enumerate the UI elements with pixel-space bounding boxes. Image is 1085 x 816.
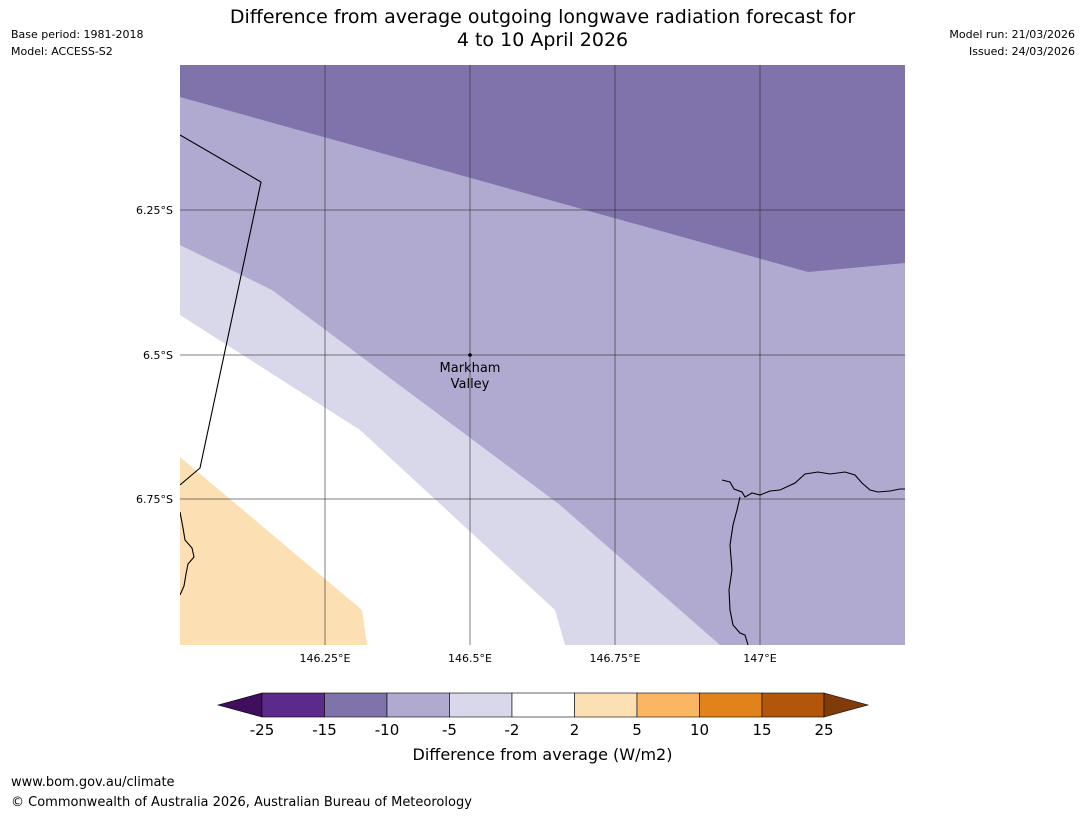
colorbar-tick: -25 bbox=[250, 721, 275, 739]
colorbar-segment bbox=[636, 692, 700, 718]
colorbar-tick: 10 bbox=[690, 721, 709, 739]
place-label-line1: Markham bbox=[440, 361, 501, 376]
lat-label-675: 6.75°S bbox=[136, 493, 173, 506]
gridlines bbox=[180, 65, 905, 645]
band-plus2-plus5 bbox=[180, 457, 367, 645]
colorbar-tick: -10 bbox=[375, 721, 400, 739]
colorbar-segment bbox=[386, 692, 450, 718]
band-minus15-minus10 bbox=[180, 65, 905, 272]
colorbar-segment bbox=[261, 692, 325, 718]
border-line bbox=[180, 134, 262, 486]
colorbar-extend-high bbox=[823, 692, 870, 718]
colorbar-label: Difference from average (W/m2) bbox=[412, 745, 673, 764]
lon-label-14625: 146.25°E bbox=[300, 652, 351, 665]
map-title: Difference from average outgoing longwav… bbox=[0, 6, 1085, 52]
footer-url[interactable]: www.bom.gov.au/climate bbox=[11, 775, 175, 790]
coastline-huon-gulf bbox=[721, 471, 905, 498]
colorbar-tick: 2 bbox=[570, 721, 580, 739]
meta-left: Base period: 1981-2018 Model: ACCESS-S2 bbox=[11, 26, 143, 60]
title-line-2: 4 to 10 April 2026 bbox=[456, 29, 629, 51]
colorbar-tick: 25 bbox=[814, 721, 833, 739]
lon-label-147: 147°E bbox=[743, 652, 776, 665]
colorbar-tick: -15 bbox=[312, 721, 337, 739]
colorbar-tick: 15 bbox=[752, 721, 771, 739]
markham-valley-marker[interactable] bbox=[468, 353, 472, 357]
coastline-left bbox=[180, 511, 195, 596]
colorbar-tick: -2 bbox=[505, 721, 520, 739]
colorbar-tick: -5 bbox=[442, 721, 457, 739]
meta-right: Model run: 21/03/2026 Issued: 24/03/2026 bbox=[949, 26, 1075, 60]
colorbar-tick: 5 bbox=[632, 721, 642, 739]
model-run: Model run: 21/03/2026 bbox=[949, 28, 1075, 41]
coastline-river bbox=[728, 496, 749, 645]
lon-label-1465: 146.5°E bbox=[448, 652, 492, 665]
issued-date: Issued: 24/03/2026 bbox=[968, 45, 1075, 58]
colorbar-segment bbox=[324, 692, 388, 718]
model-name: Model: ACCESS-S2 bbox=[11, 45, 113, 58]
colorbar-segment bbox=[761, 692, 825, 718]
colorbar-extend-low bbox=[216, 692, 263, 718]
colorbar-segment bbox=[574, 692, 638, 718]
base-period: Base period: 1981-2018 bbox=[11, 28, 144, 41]
title-line-1: Difference from average outgoing longwav… bbox=[229, 6, 856, 28]
map-panel[interactable]: Markham Valley bbox=[180, 65, 905, 645]
lat-label-625: 6.25°S bbox=[136, 204, 173, 217]
colorbar-segment bbox=[511, 692, 575, 718]
lat-label-65: 6.5°S bbox=[143, 349, 173, 362]
footer-copyright: © Commonwealth of Australia 2026, Austra… bbox=[11, 795, 472, 810]
place-label-line2: Valley bbox=[451, 377, 490, 392]
colorbar-segment bbox=[699, 692, 763, 718]
colorbar-segment bbox=[449, 692, 513, 718]
lon-label-14675: 146.75°E bbox=[590, 652, 641, 665]
colorbar: -25 -15 -10 -5 -2 2 5 10 15 25 bbox=[216, 692, 870, 739]
